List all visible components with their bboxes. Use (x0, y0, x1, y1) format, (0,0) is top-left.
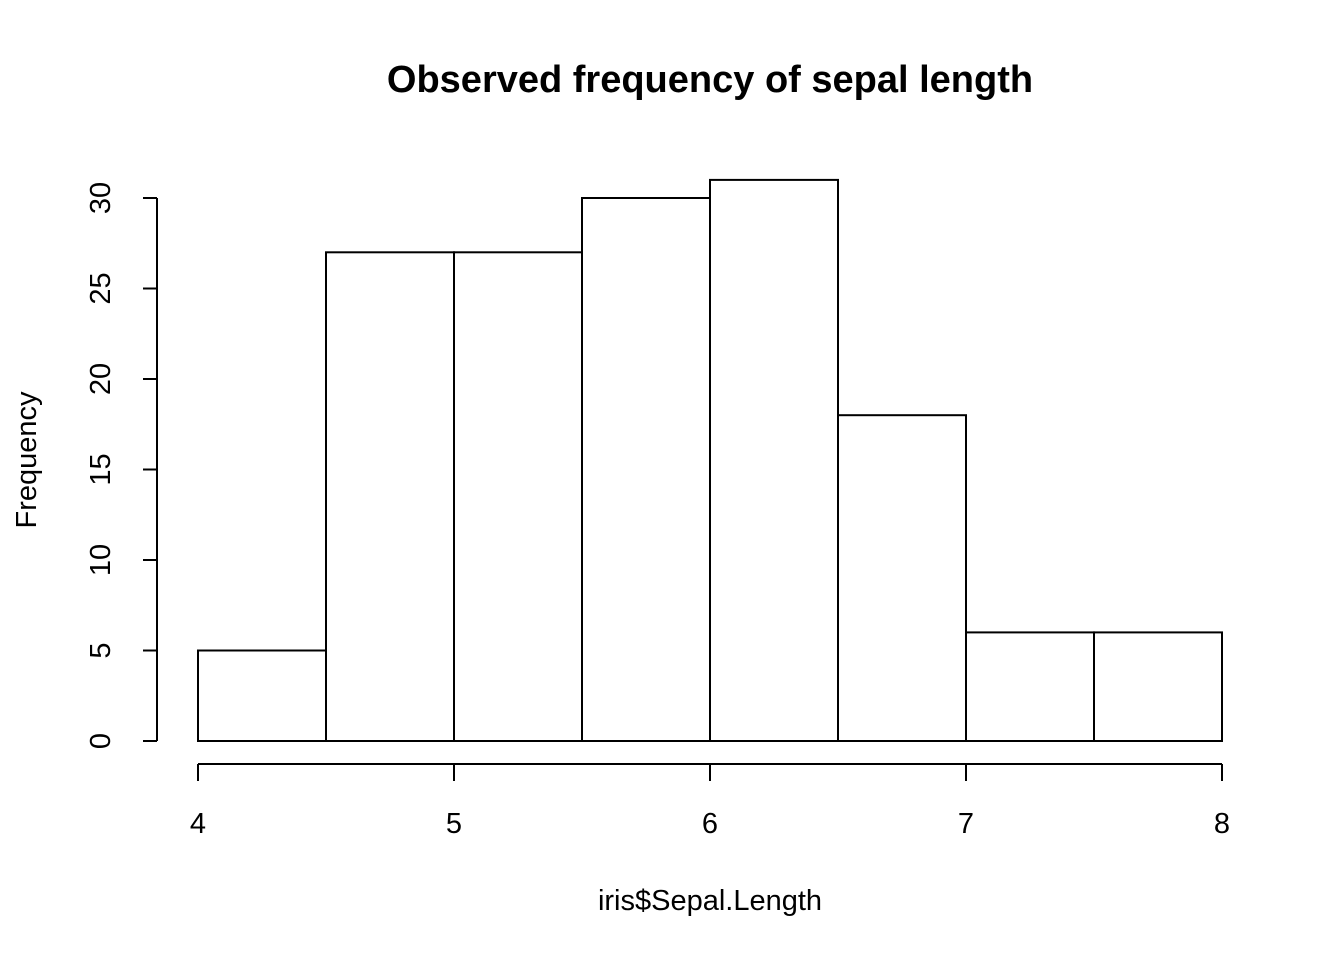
histogram-bar-0 (197, 649, 327, 742)
x-axis: 4 5 6 7 8 (190, 763, 1230, 840)
chart-title: Observed frequency of sepal length (387, 59, 1033, 101)
histogram-bar-7 (1093, 631, 1223, 743)
x-tick-label-1: 5 (446, 808, 462, 840)
x-tick-label-4: 8 (1214, 808, 1230, 840)
y-tick-label-0: 0 (85, 733, 117, 749)
y-axis: 0 5 10 15 20 25 30 (85, 182, 158, 749)
x-axis-label: iris$Sepal.Length (598, 885, 822, 917)
histogram-bar-1 (325, 251, 455, 743)
histogram-bar-5 (837, 414, 967, 742)
bars-group (197, 178, 1223, 743)
y-tick-label-5: 25 (85, 272, 117, 304)
y-tick-label-4: 20 (85, 363, 117, 395)
histogram-bar-2 (453, 251, 583, 743)
x-tick-label-2: 6 (702, 808, 718, 840)
y-axis-label: Frequency (11, 391, 43, 529)
histogram-bar-4 (709, 178, 839, 742)
x-tick-label-3: 7 (958, 808, 974, 840)
x-tick-label-0: 4 (190, 808, 206, 840)
y-tick-label-3: 15 (85, 453, 117, 485)
histogram-bar-3 (581, 197, 711, 742)
y-tick-label-1: 5 (85, 642, 117, 658)
y-tick-label-6: 30 (85, 182, 117, 214)
y-tick-label-2: 10 (85, 544, 117, 576)
histogram-bar-6 (965, 631, 1095, 743)
